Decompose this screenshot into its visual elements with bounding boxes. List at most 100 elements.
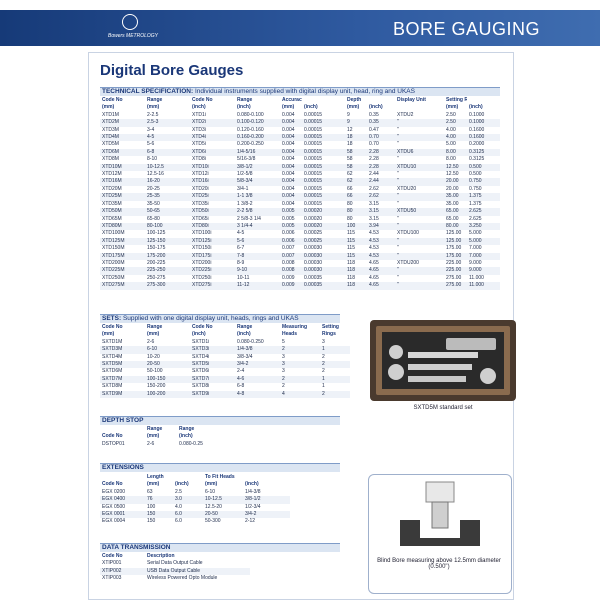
table-cell: 2 [280,346,320,354]
section-heading: DATA TRANSMISSION [100,543,340,552]
table-cell: XTD125i [190,237,235,246]
table-cell: 3.15 [369,200,379,207]
table-cell: " [395,252,444,260]
table-cell: 4.00 [446,126,456,133]
table-cell: 2 [320,361,350,369]
table-cell: 2-6 [147,440,155,447]
table-cell: 4.53 [367,252,395,260]
table-cell: " [395,134,444,142]
table-cell: 0.080-0.250 [237,338,264,345]
table-cell: 0.00020 [304,215,323,222]
header-cell: Code No [192,97,213,103]
table-cell: 20-50 [203,511,243,519]
photo-caption: SXTD5M standard set [413,405,473,411]
table-cell: 0.47 [369,126,379,133]
table-cell: 12.50 [444,163,467,172]
header-cell: (inch) [237,331,251,338]
table-row: EGX 0500 100 4.0 12.5-20 1/2-3/4 [100,504,290,511]
header-cell: Code No [102,433,123,440]
header-cell: (inch) [237,104,251,111]
ring [388,364,404,380]
header-band [0,10,600,46]
table-cell: 0.00015 [304,171,323,178]
table-cell: 0.00030 [304,245,323,252]
table-cell: 3/8-1/2 [243,496,290,504]
table-cell: 5.00 [446,141,456,148]
header-cell: Code No [102,481,123,488]
table-cell: 275-300 [145,282,190,290]
table-cell: 9.000 [467,267,500,275]
header-row: Code No Range Code No Range Accuracy Depth Dis… [100,97,500,104]
table-cell: 4-5 [145,134,190,142]
data-table: Code No Description XTIP001 Serial Data Out… [100,553,250,583]
table-cell: SXTD7M [100,375,145,384]
table-cell: 4.53 [367,237,395,246]
table-cell: 58 [345,148,367,157]
table-cell: Wireless Powered Opto Module [147,575,218,582]
table-row: XTIP001 Serial Data Output Cable [100,560,250,567]
header-cell: To Fit Heads [205,474,235,480]
table-cell: 6.0 [173,511,203,519]
header-cell: (inch) [469,104,483,111]
header-cell: Depth [347,97,362,103]
table-cell: 2 5/8-3 1/4 [237,215,261,222]
table-cell: 0.007 [282,245,295,252]
table-row: XTD10M 10-12.5 XTD10i 3/8-1/2 0.004 0.00015 58… [100,163,500,172]
table-row: XTD25M 25-35 XTD25i 1-1 3/8 0.004 0.00015 66 2.… [100,193,500,201]
table-cell: 25-35 [145,193,190,201]
brand: Bowers METROLOGY [108,33,159,39]
table-row: SXTD3M 6-10 SXTD3i 1/4-3/8 2 1 [100,346,350,354]
table-row: XTD8M 8-10 XTD8i 5/16-3/8 0.004 0.00015 58 2.28… [100,156,500,163]
table-cell: 0.500 [467,163,500,172]
section-heading: SETS: Supplied with one digital display … [100,314,340,323]
header-cell: Heads [282,331,298,338]
header-cell: Range [179,426,195,432]
table-cell: 3.0 [173,496,203,504]
table-cell: 4.65 [367,267,395,275]
table-row: EGX 0400 76 3.0 10-12.5 3/8-1/2 [100,496,290,504]
table-cell: SXTD3M [100,346,145,354]
head [408,352,478,358]
table-cell: 0.004 [282,171,295,178]
table-row: XTD5M 5-6 XTD5i 0.200-0.250 0.004 0.00015 18 0.… [100,141,500,148]
gauge-body [425,481,455,503]
table-cell: 1.375 [467,193,500,201]
table-cell: " [395,237,444,246]
table-cell: 10-20 [147,353,160,360]
table-row: XTIP002 USB Data Output Cable [100,567,250,576]
table-cell: 2.625 [469,215,482,222]
table-cell: 6-8 [237,383,245,390]
header-cell: (mm) [147,331,160,338]
header-cell: (mm) [102,331,115,338]
table-cell: SXTD5i [190,361,235,369]
table-cell: 0.3125 [467,148,500,157]
table-cell: 80 [347,200,353,207]
table-cell: 20.00 [444,178,467,186]
table-row: XTD250M 250-275 XTD250i 10-11 0.009 0.00035 11… [100,275,500,282]
table-cell: XTD65M [102,215,122,222]
table-cell: XTD35M [102,200,122,207]
header-cell: Measuring [282,324,308,330]
table-cell: 2.28 [367,163,395,172]
table-cell: 7.000 [467,252,500,260]
table-cell: 2 [282,383,285,390]
table-cell: 0.00015 [304,156,323,163]
table-cell: SXTD4i [192,353,210,360]
table-cell: XTD5M [102,141,119,148]
table-cell: 50-300 [205,518,221,525]
table-cell: XTIP003 [102,575,122,582]
table-cell: 0.004 [280,163,302,172]
table-cell: 18 [345,134,367,142]
table-cell: SXTD4M [102,353,123,360]
table-cell: 0.008 [282,259,295,266]
table-cell: 4 [280,390,320,399]
table-cell: 1 [320,375,350,384]
table-cell: XTDU200 [397,259,419,266]
table-cell: " [397,156,399,163]
header-cell: (mm) [282,104,295,111]
header-row: Code No Description [100,553,250,560]
table-cell: " [395,193,444,201]
table-cell: XTD1M [102,111,119,118]
table-cell: 3 [280,361,320,369]
table-cell: 225.00 [444,267,467,275]
